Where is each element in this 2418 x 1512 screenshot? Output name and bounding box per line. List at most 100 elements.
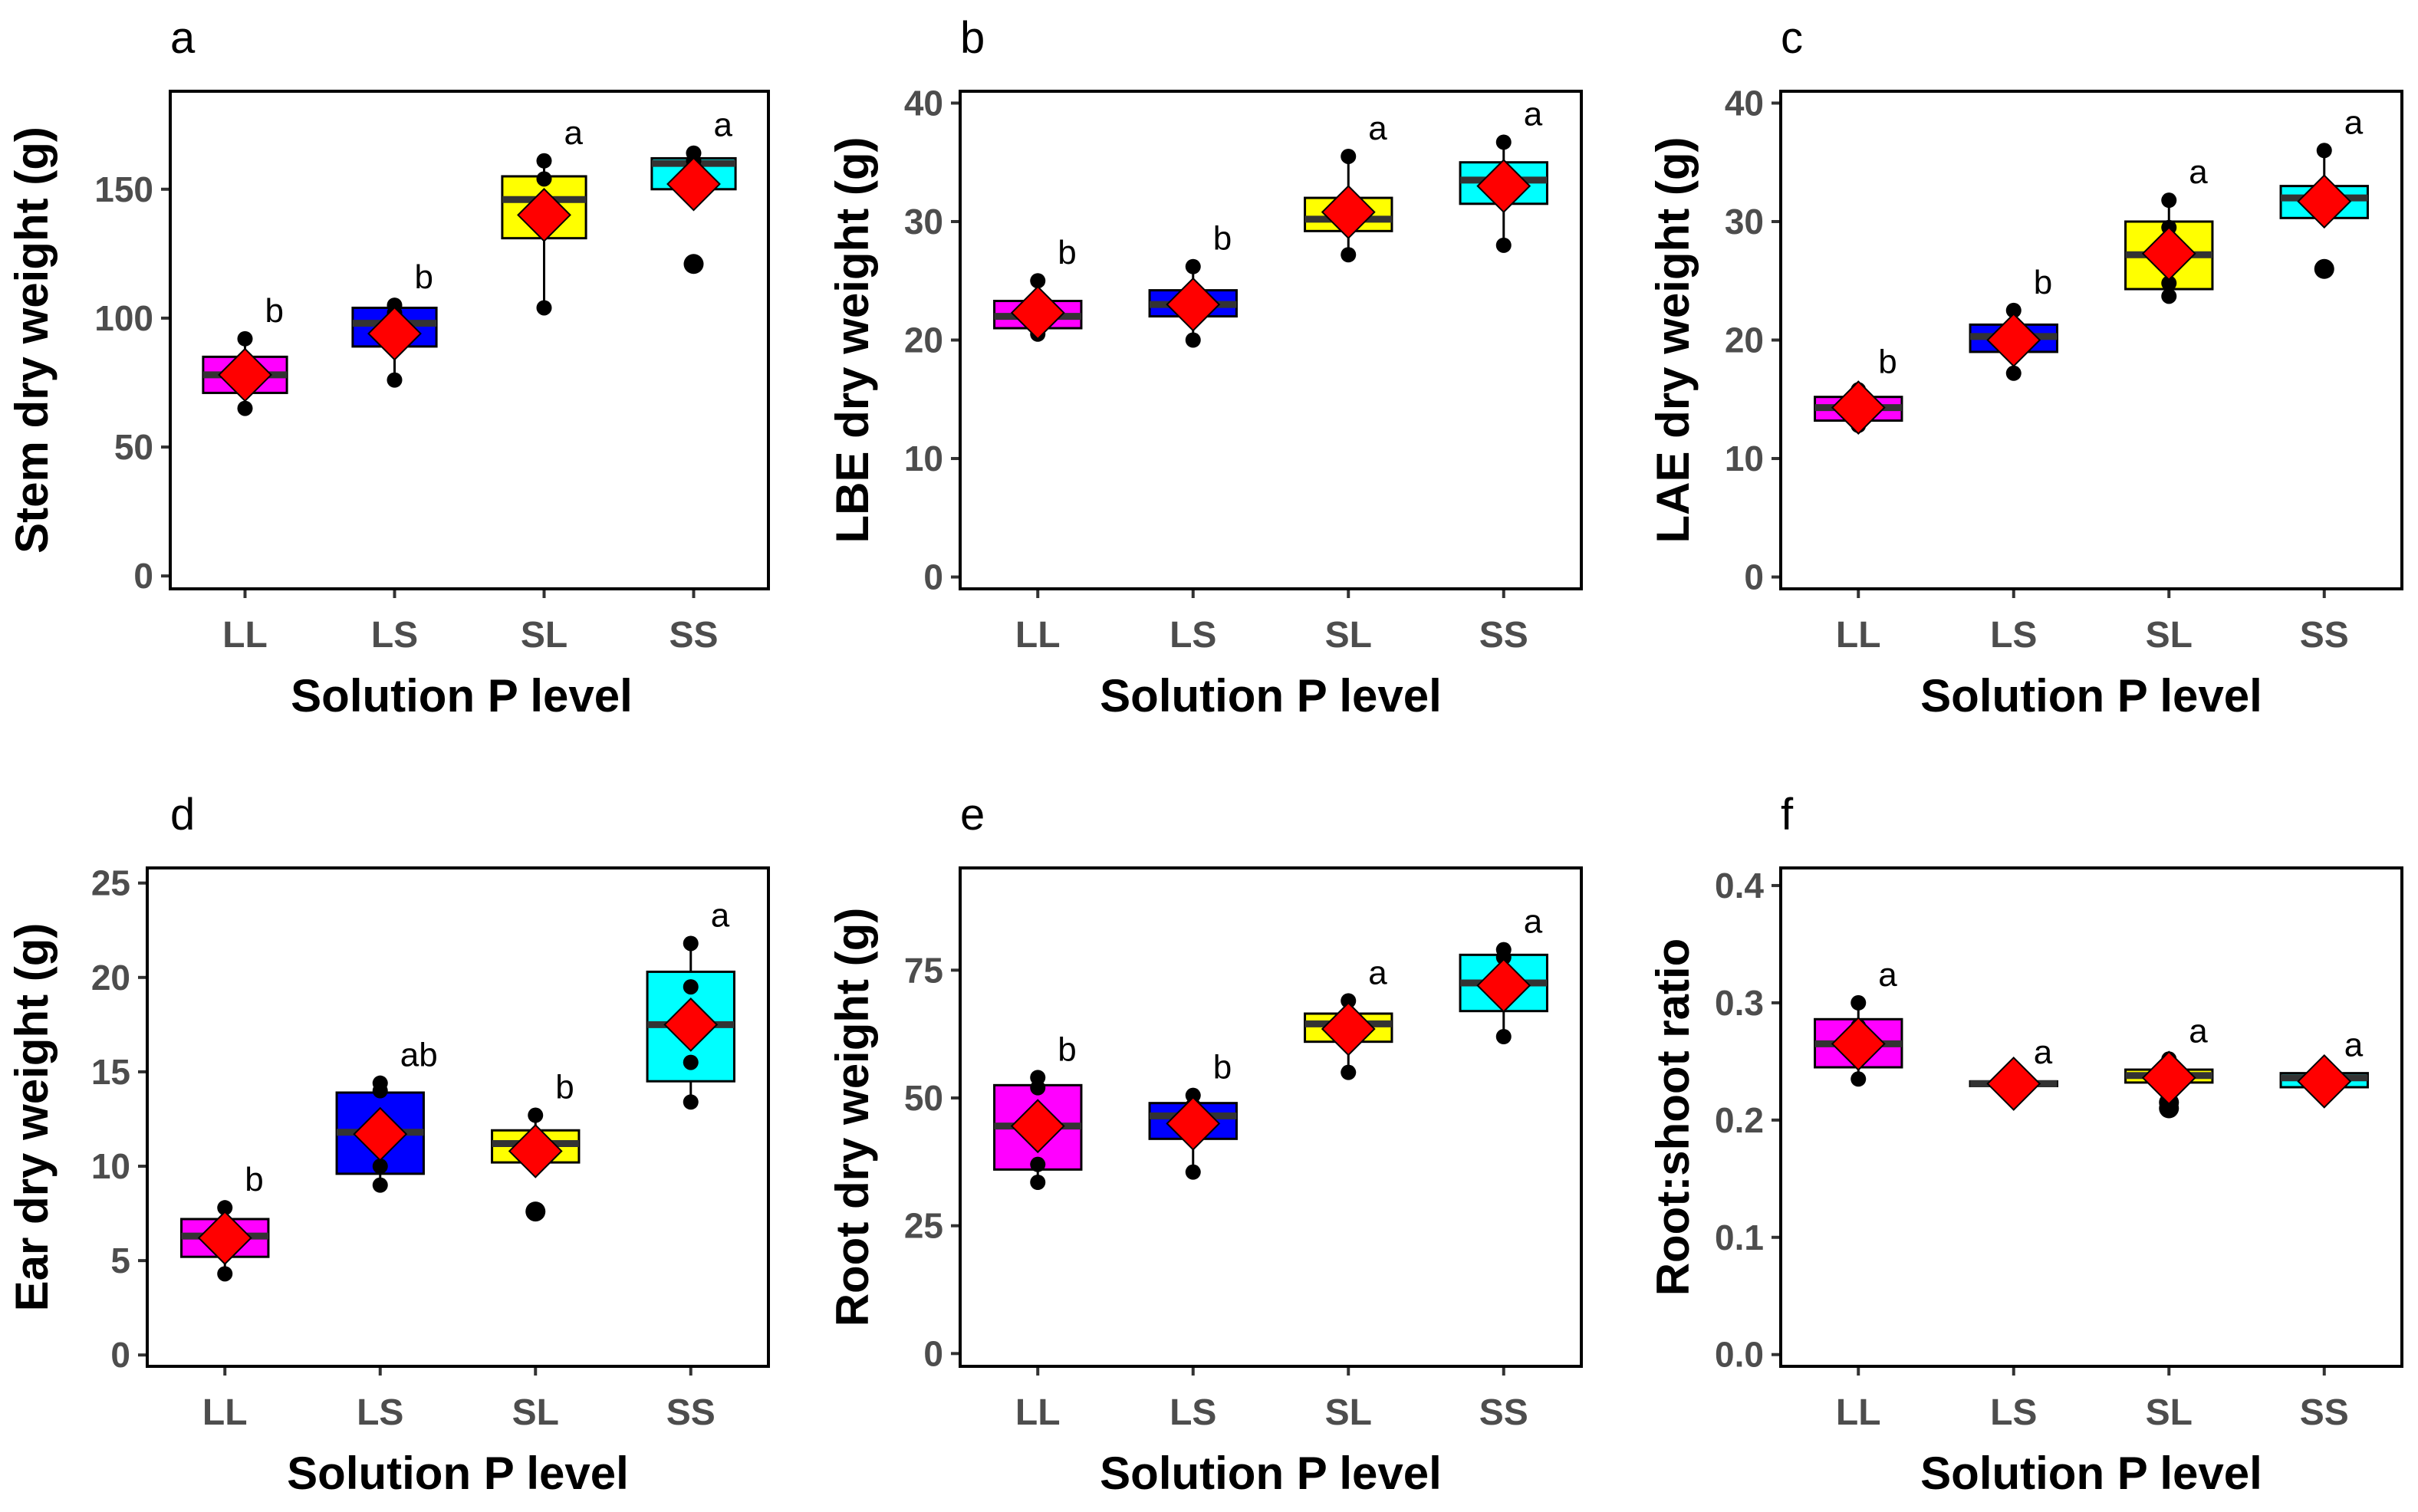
mean-diamond — [1321, 185, 1376, 240]
significance-label: a — [2344, 104, 2364, 141]
data-point — [372, 1075, 388, 1091]
data-point — [2161, 275, 2177, 291]
x-category-label: SS — [1479, 1392, 1528, 1433]
significance-label: a — [2189, 1012, 2208, 1050]
mean-diamond — [666, 156, 721, 212]
significance-label: b — [245, 1161, 263, 1198]
y-tick-label: 25 — [904, 1206, 943, 1246]
significance-label: a — [1368, 110, 1387, 147]
mean-diamond — [1010, 285, 1065, 340]
x-category-label: SL — [521, 615, 567, 656]
x-category-label: LS — [1990, 1392, 2037, 1433]
data-point — [536, 171, 552, 187]
y-tick-label: 40 — [904, 83, 943, 123]
data-point — [683, 935, 699, 952]
y-axis-title: Root dry weight (g) — [827, 908, 878, 1327]
data-point — [1495, 134, 1512, 150]
y-tick-label: 0.2 — [1715, 1100, 1764, 1140]
mean-diamond — [508, 1123, 563, 1178]
significance-label: b — [1058, 1030, 1076, 1068]
mean-diamond — [1166, 277, 1221, 332]
data-point — [387, 297, 403, 314]
data-point — [2005, 365, 2022, 381]
x-category-label: SS — [666, 1392, 716, 1433]
x-category-label: LL — [1015, 1392, 1061, 1433]
y-tick-label: 75 — [904, 950, 943, 990]
y-tick-label: 50 — [904, 1078, 943, 1118]
mean-diamond — [1831, 380, 1886, 435]
mean-diamond — [517, 187, 571, 242]
plot-frame — [1779, 90, 2403, 590]
data-point — [1495, 942, 1512, 958]
significance-label: ab — [400, 1037, 438, 1074]
significance-label: a — [1878, 956, 1897, 994]
x-category-label: SS — [669, 615, 718, 656]
y-axis-title: Stem dry weight (g) — [6, 127, 58, 554]
x-axis-title: Solution P level — [1920, 670, 2262, 721]
significance-label: a — [1524, 95, 1543, 133]
y-tick-label: 0 — [110, 1335, 130, 1375]
mean-diamond — [367, 306, 422, 361]
mean-diamond — [1166, 1096, 1221, 1151]
data-point — [683, 1094, 699, 1110]
mean-diamond — [1986, 313, 2041, 367]
x-axis-title: Solution P level — [1100, 1448, 1442, 1499]
y-tick-label: 0.0 — [1715, 1335, 1764, 1375]
data-point — [1030, 1175, 1046, 1190]
data-point — [372, 1177, 388, 1193]
plot-frame — [959, 866, 1583, 1368]
y-tick-label: 25 — [91, 863, 130, 903]
significance-label: b — [555, 1069, 574, 1106]
panel-f: f 0.0 0.1 0.2 0.3 0.4 Root:shoot ratio Solution… — [1647, 790, 2403, 1499]
x-category-label: LL — [1836, 1392, 1881, 1433]
data-point — [1030, 1070, 1046, 1086]
mean-diamond — [1986, 1056, 2041, 1111]
data-point — [387, 372, 403, 388]
significance-label: b — [1878, 343, 1897, 380]
data-point — [683, 1054, 699, 1070]
panel-letter-d: d — [170, 790, 195, 840]
mean-diamond — [1831, 1016, 1886, 1071]
x-category-label: SL — [512, 1392, 559, 1433]
significance-label: a — [2344, 1027, 2364, 1064]
significance-label: a — [711, 896, 730, 934]
plot-frame — [146, 866, 770, 1368]
x-category-label: SS — [2300, 615, 2349, 656]
significance-label: b — [265, 292, 284, 330]
y-axis-title: LBE dry weight (g) — [827, 137, 878, 544]
y-axis-title: Root:shoot ratio — [1647, 938, 1699, 1297]
x-category-label: LL — [1836, 615, 1881, 656]
y-tick-label: 0.4 — [1715, 866, 1764, 906]
panel-letter-c: c — [1781, 13, 1803, 63]
y-tick-label: 0 — [923, 557, 943, 597]
x-axis-title: Solution P level — [1100, 670, 1442, 721]
significance-label: a — [1368, 954, 1387, 991]
significance-label: a — [2189, 153, 2208, 191]
x-category-label: SL — [1325, 615, 1372, 656]
y-axis-title: Ear dry weight (g) — [6, 923, 58, 1312]
outlier-point — [2314, 258, 2334, 279]
y-axis-title: LAE dry weight (g) — [1647, 137, 1699, 544]
y-tick-label: 15 — [91, 1052, 130, 1092]
mean-diamond — [2297, 174, 2352, 229]
data-point — [1030, 1156, 1046, 1172]
data-point — [2161, 288, 2177, 304]
data-point — [217, 1200, 233, 1216]
data-point — [1185, 1087, 1201, 1103]
mean-diamond — [218, 347, 272, 403]
panel-letter-f: f — [1781, 790, 1794, 840]
x-category-label: LS — [371, 615, 418, 656]
mean-diamond — [1321, 1001, 1376, 1057]
x-category-label: LS — [357, 1392, 403, 1433]
outlier-point — [683, 254, 704, 274]
y-tick-label: 30 — [1725, 202, 1764, 242]
data-point — [1341, 148, 1357, 164]
x-category-label: SL — [1325, 1392, 1372, 1433]
panel-letter-e: e — [960, 790, 985, 840]
y-tick-label: 20 — [91, 958, 130, 998]
significance-label: a — [2034, 1034, 2053, 1071]
y-tick-label: 40 — [1725, 83, 1764, 123]
y-tick-label: 0 — [133, 556, 153, 596]
y-tick-label: 50 — [114, 427, 153, 467]
